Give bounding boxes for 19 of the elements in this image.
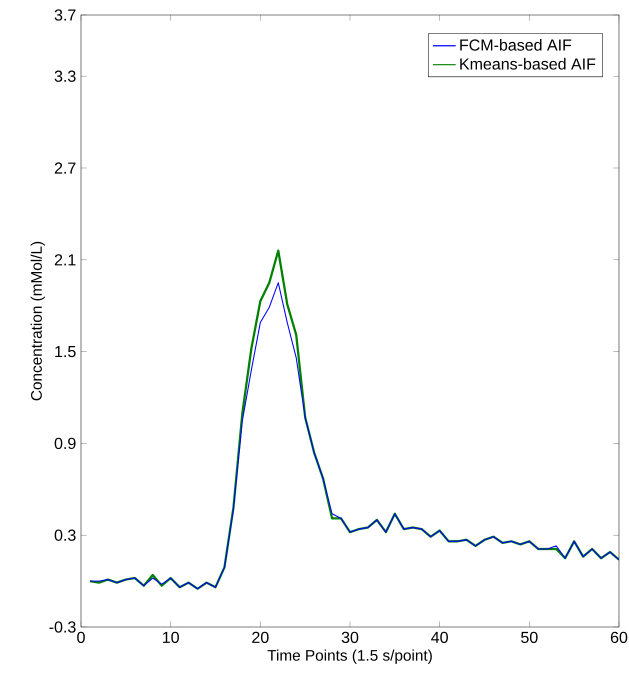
y-tick-label: 1.5: [55, 346, 76, 358]
x-tick-label: 20: [252, 632, 269, 644]
legend-label: Kmeans-based AIF: [460, 58, 596, 70]
legend-label: FCM-based AIF: [460, 38, 572, 51]
x-axis-title: Time Points (1.5 s/point): [268, 650, 432, 664]
y-tick-label: 2.1: [54, 254, 76, 266]
y-tick-label: 0.3: [54, 530, 76, 541]
y-tick-label: 2.7: [54, 162, 76, 174]
x-tick-label: 60: [610, 632, 628, 644]
y-tick-label: -0.3: [49, 621, 76, 633]
y-axis-title: Concentration (mMol/L): [30, 242, 45, 400]
y-tick-label: 3.7: [54, 9, 76, 21]
y-tick-label: 0.9: [54, 438, 76, 450]
x-tick-label: 40: [431, 632, 448, 644]
x-tick-label: 0: [77, 632, 85, 644]
y-tick-label: 3.3: [54, 70, 76, 82]
x-tick-label: 30: [342, 632, 358, 644]
x-tick-label: 50: [521, 632, 538, 644]
x-tick-label: 10: [162, 632, 179, 644]
